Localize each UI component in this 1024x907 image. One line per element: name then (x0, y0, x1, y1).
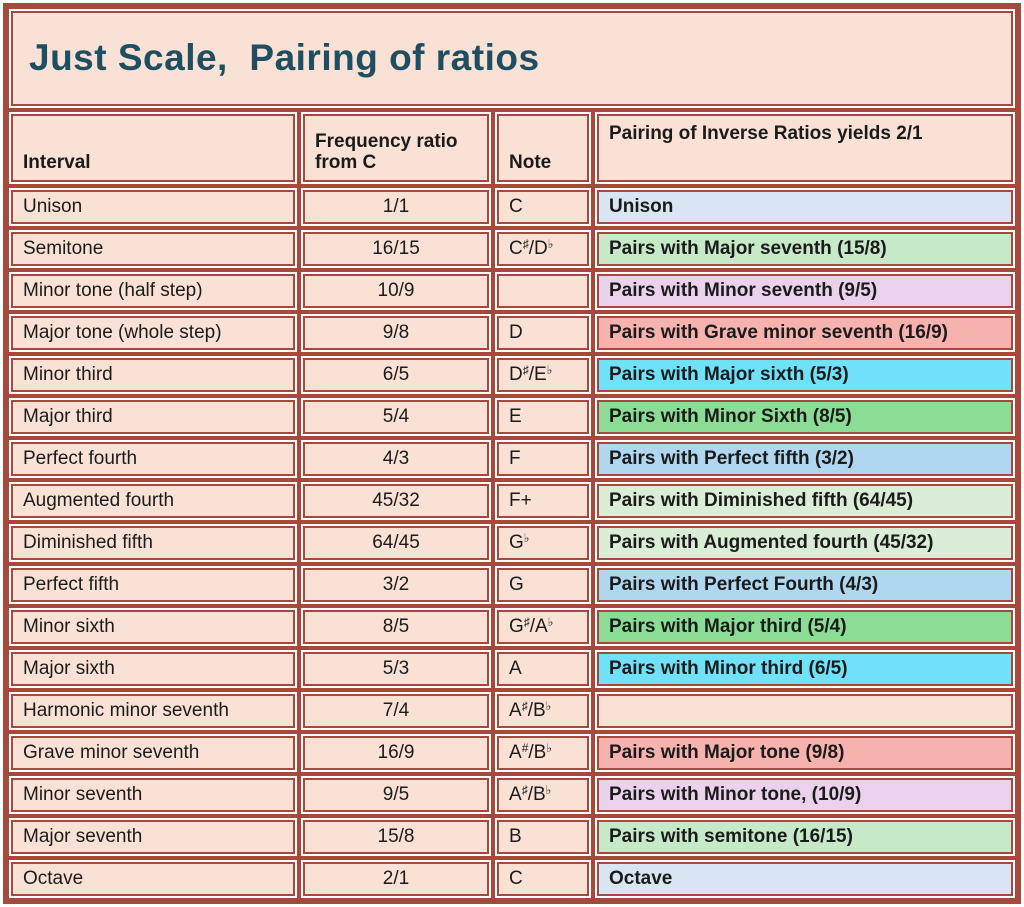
note-cell-row-12: A ♯ /B ♭ (497, 694, 589, 728)
note-cell-row-9: G (497, 568, 589, 602)
note-cell-row-1: C ♯ /D ♭ (497, 232, 589, 266)
note-cell-row-8: G ♭ (497, 526, 589, 560)
header-pairing: Pairing of Inverse Ratios yields 2/1 (597, 114, 1013, 182)
pairing-cell-row-9: Pairs with Perfect Fourth (4/3) (597, 568, 1013, 602)
note-cell-row-0: C (497, 190, 589, 224)
ratio-cell-row-16: 2/1 (303, 862, 489, 896)
ratio-cell-row-4: 6/5 (303, 358, 489, 392)
pairing-cell-row-16: Octave (597, 862, 1013, 896)
note-cell-row-14: A ♯ /B ♭ (497, 778, 589, 812)
header-interval: Interval (11, 114, 295, 182)
pairing-cell-row-13: Pairs with Major tone (9/8) (597, 736, 1013, 770)
ratio-cell-row-9: 3/2 (303, 568, 489, 602)
ratio-cell-row-3: 9/8 (303, 316, 489, 350)
note-cell-row-13: A # /B ♭ (497, 736, 589, 770)
interval-cell-row-4: Minor third (11, 358, 295, 392)
ratio-cell-row-0: 1/1 (303, 190, 489, 224)
interval-cell-row-7: Augmented fourth (11, 484, 295, 518)
note-cell-row-10: G ♯ /A ♭ (497, 610, 589, 644)
pairing-cell-row-2: Pairs with Minor seventh (9/5) (597, 274, 1013, 308)
pairing-cell-row-10: Pairs with Major third (5/4) (597, 610, 1013, 644)
interval-cell-row-6: Perfect fourth (11, 442, 295, 476)
ratio-cell-row-13: 16/9 (303, 736, 489, 770)
interval-cell-row-1: Semitone (11, 232, 295, 266)
pairing-cell-row-3: Pairs with Grave minor seventh (16/9) (597, 316, 1013, 350)
interval-cell-row-15: Major seventh (11, 820, 295, 854)
interval-cell-row-0: Unison (11, 190, 295, 224)
pairing-cell-row-4: Pairs with Major sixth (5/3) (597, 358, 1013, 392)
note-cell-row-3: D (497, 316, 589, 350)
ratio-cell-row-15: 15/8 (303, 820, 489, 854)
ratio-cell-row-11: 5/3 (303, 652, 489, 686)
header-interval-label: Interval (23, 152, 91, 174)
header-frequency-ratio: Frequency ratio from C (303, 114, 489, 182)
header-pairing-label: Pairing of Inverse Ratios yields 2/1 (609, 123, 923, 144)
pairing-cell-row-14: Pairs with Minor tone, (10/9) (597, 778, 1013, 812)
note-cell-row-7: F+ (497, 484, 589, 518)
ratio-cell-row-5: 5/4 (303, 400, 489, 434)
interval-cell-row-13: Grave minor seventh (11, 736, 295, 770)
title-band: Just Scale, Pairing of ratios (11, 11, 1013, 106)
interval-cell-row-11: Major sixth (11, 652, 295, 686)
pairing-cell-row-7: Pairs with Diminished fifth (64/45) (597, 484, 1013, 518)
page-title: Just Scale, Pairing of ratios (29, 37, 540, 79)
header-note: Note (497, 114, 589, 182)
note-cell-row-11: A (497, 652, 589, 686)
note-cell-row-5: E (497, 400, 589, 434)
interval-cell-row-8: Diminished fifth (11, 526, 295, 560)
interval-cell-row-16: Octave (11, 862, 295, 896)
pairing-cell-row-0: Unison (597, 190, 1013, 224)
note-cell-row-6: F (497, 442, 589, 476)
pairing-cell-row-5: Pairs with Minor Sixth (8/5) (597, 400, 1013, 434)
interval-cell-row-10: Minor sixth (11, 610, 295, 644)
interval-cell-row-3: Major tone (whole step) (11, 316, 295, 350)
interval-cell-row-5: Major third (11, 400, 295, 434)
note-cell-row-4: D ♯ /E ♭ (497, 358, 589, 392)
ratio-cell-row-1: 16/15 (303, 232, 489, 266)
pairing-cell-row-12 (597, 694, 1013, 728)
ratio-cell-row-7: 45/32 (303, 484, 489, 518)
header-note-label: Note (509, 152, 552, 174)
interval-cell-row-2: Minor tone (half step) (11, 274, 295, 308)
pairing-cell-row-6: Pairs with Perfect fifth (3/2) (597, 442, 1013, 476)
interval-cell-row-14: Minor seventh (11, 778, 295, 812)
ratio-cell-row-14: 9/5 (303, 778, 489, 812)
interval-cell-row-12: Harmonic minor seventh (11, 694, 295, 728)
ratio-cell-row-8: 64/45 (303, 526, 489, 560)
pairing-cell-row-15: Pairs with semitone (16/15) (597, 820, 1013, 854)
pairing-cell-row-1: Pairs with Major seventh (15/8) (597, 232, 1013, 266)
ratio-cell-row-2: 10/9 (303, 274, 489, 308)
ratio-cell-row-12: 7/4 (303, 694, 489, 728)
note-cell-row-15: B (497, 820, 589, 854)
ratio-cell-row-10: 8/5 (303, 610, 489, 644)
pairing-cell-row-11: Pairs with Minor third (6/5) (597, 652, 1013, 686)
note-cell-row-16: C (497, 862, 589, 896)
header-frequency-ratio-label: Frequency ratio from C (315, 131, 458, 174)
note-cell-row-2 (497, 274, 589, 308)
interval-cell-row-9: Perfect fifth (11, 568, 295, 602)
ratio-cell-row-6: 4/3 (303, 442, 489, 476)
slide-frame: Just Scale, Pairing of ratios Interval F… (3, 3, 1021, 904)
pairing-cell-row-8: Pairs with Augmented fourth (45/32) (597, 526, 1013, 560)
